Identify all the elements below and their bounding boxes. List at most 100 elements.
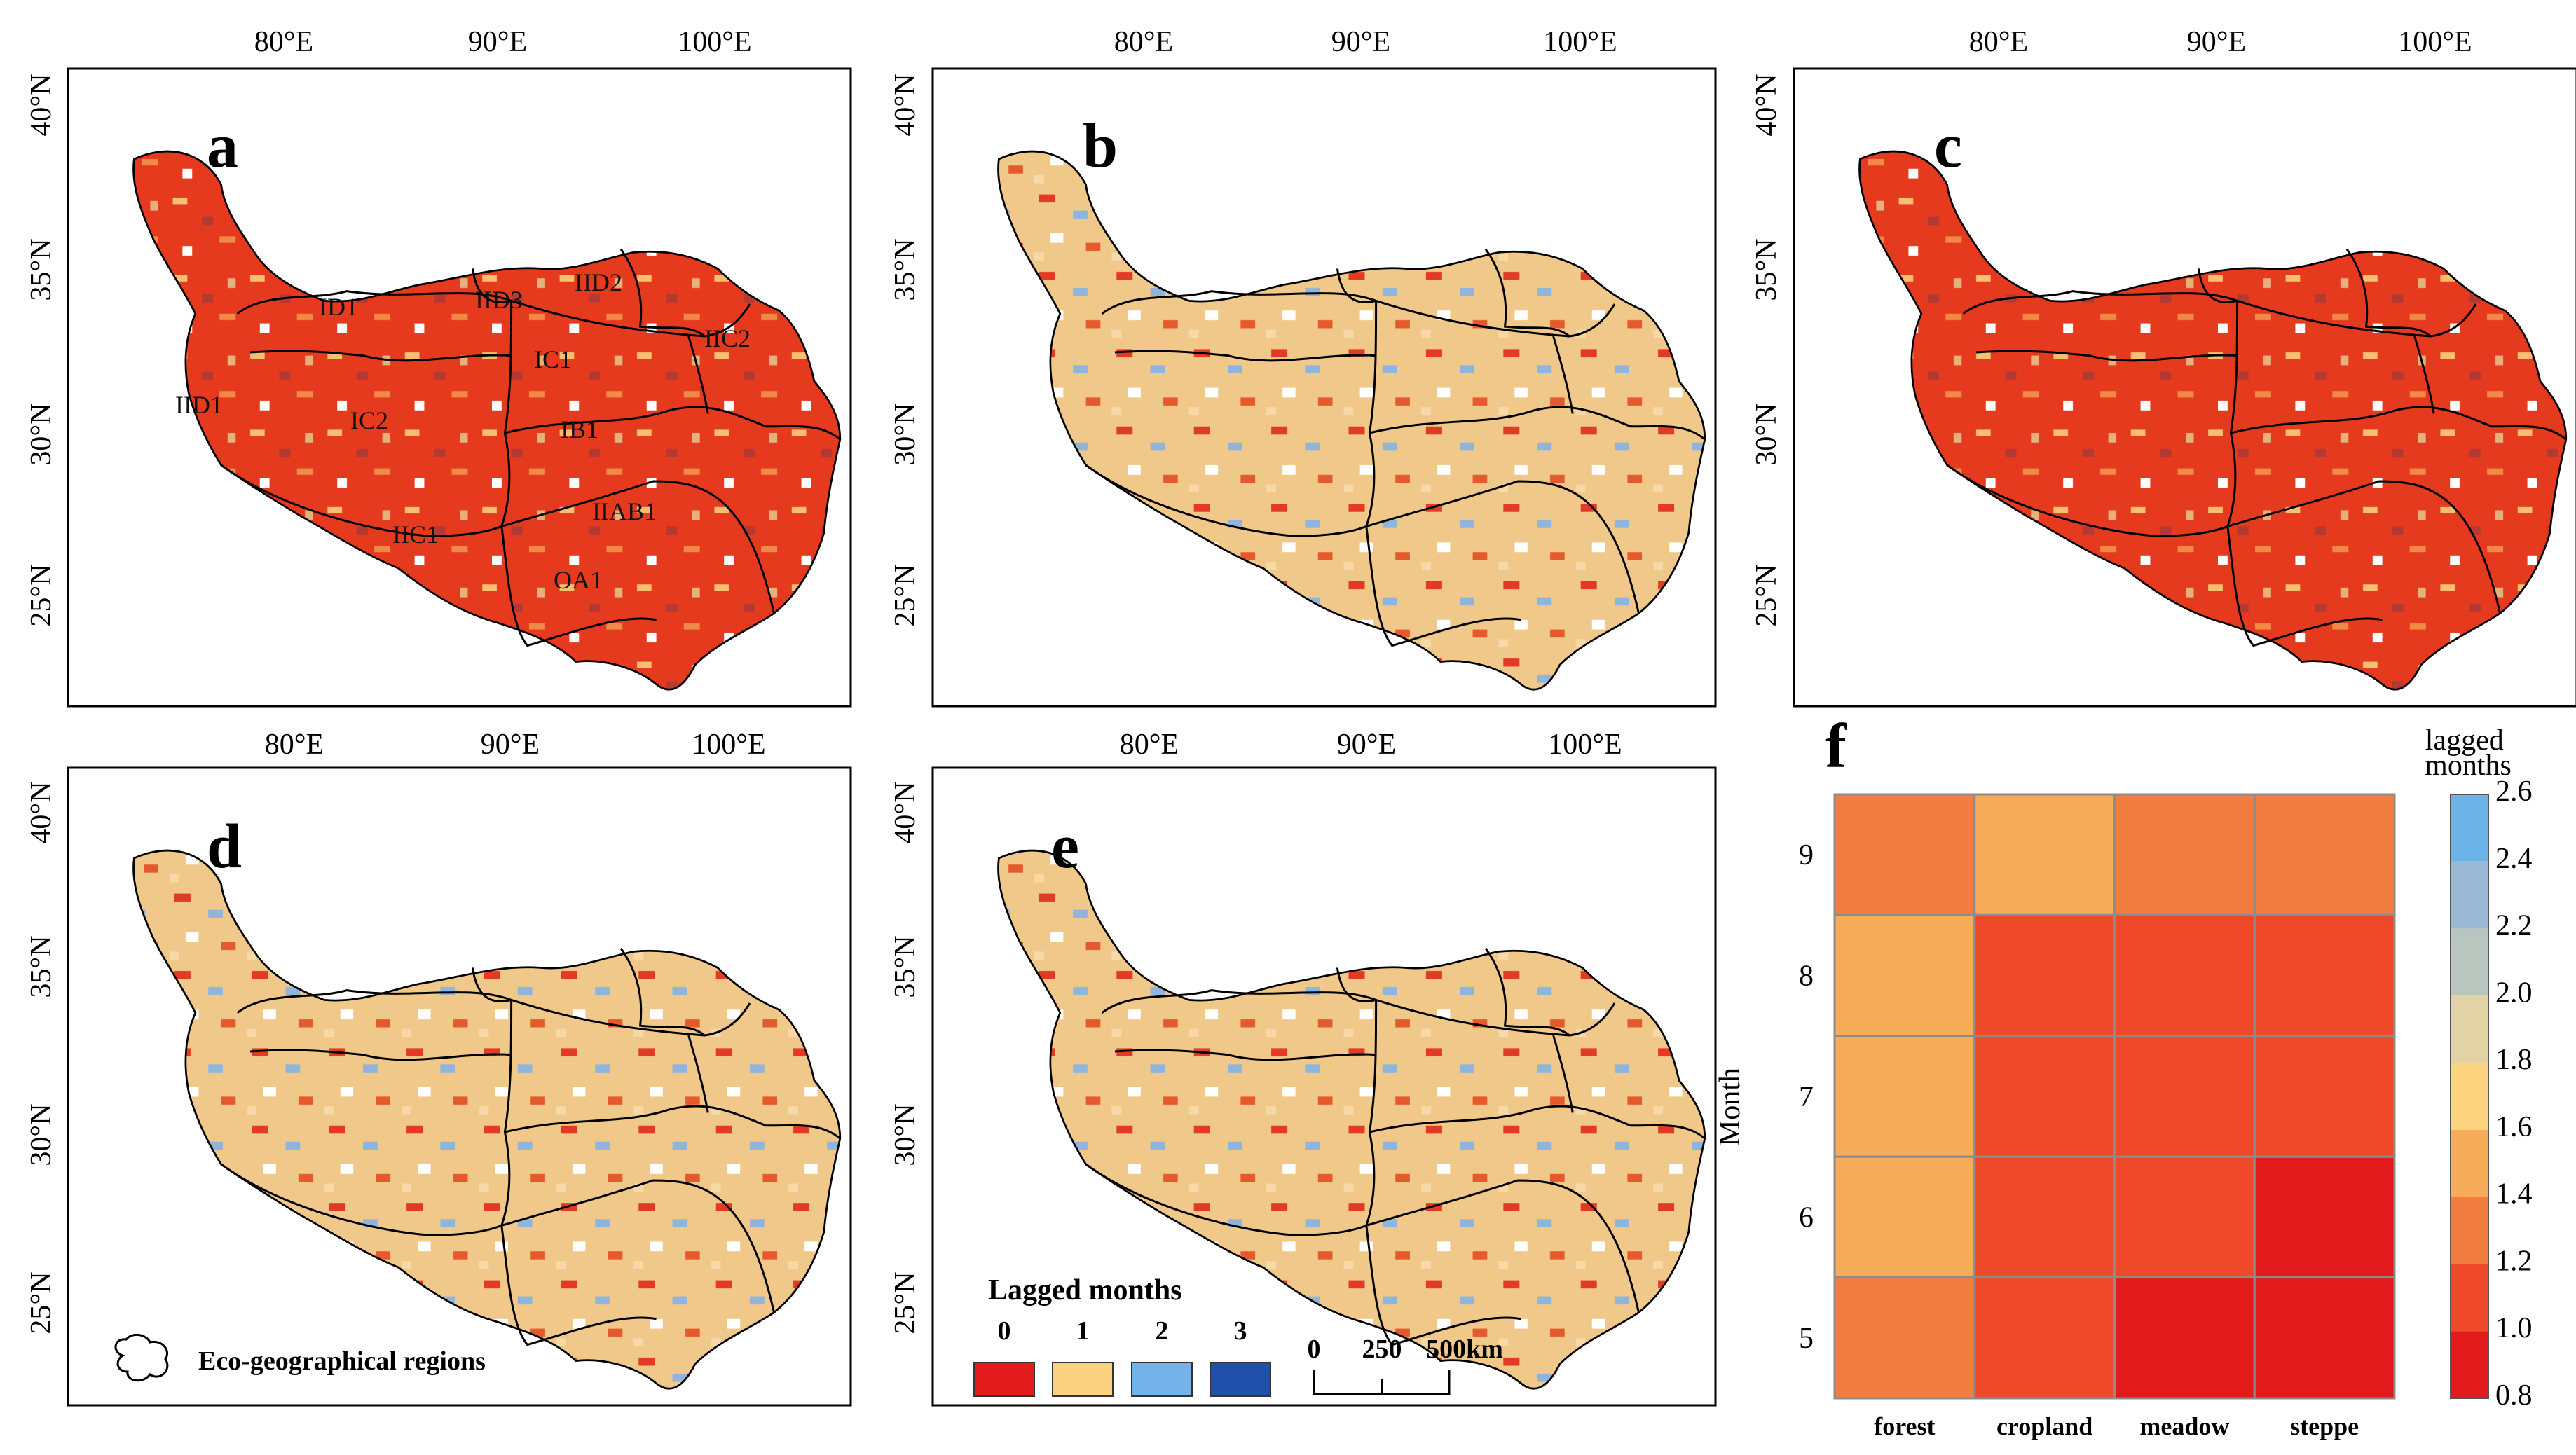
lat-tick: 25°N: [889, 1271, 922, 1334]
lag-swatch-0: [973, 1362, 1035, 1397]
lon-tick: 80°E: [265, 729, 324, 761]
lat-tick: 40°N: [1751, 74, 1783, 136]
region-label: OA1: [554, 566, 603, 594]
colorbar-tick: 1.0: [2495, 1312, 2533, 1344]
regions-legend-label: Eco-geographical regions: [198, 1346, 486, 1376]
region-label: IID1: [175, 391, 223, 419]
lat-tick: 40°N: [889, 74, 922, 136]
heatmap-cell: [1833, 793, 1976, 916]
heatmap-cell: [1973, 1155, 2116, 1279]
colorbar-tick: 1.2: [2495, 1245, 2533, 1277]
colorbar-tick: 2.4: [2495, 843, 2533, 875]
colorbar-bin: [2451, 1197, 2488, 1264]
lag-legend-title: Lagged months: [988, 1274, 1182, 1306]
region-label: IB1: [561, 415, 598, 443]
lat-tick: 30°N: [25, 1103, 57, 1166]
lon-tick: 100°E: [678, 26, 751, 58]
colorbar-tick: 2.0: [2495, 977, 2533, 1009]
heatmap-cell: [2113, 1276, 2256, 1400]
panel-letter-d: d: [207, 812, 242, 881]
heatmap-y-tick: 9: [1799, 839, 1814, 871]
colorbar-tick: 0.8: [2495, 1379, 2533, 1412]
lon-ticks-e: 80°E 90°E 100°E: [1120, 729, 1622, 761]
region-label: ID1: [319, 293, 358, 321]
panel-d: [67, 766, 852, 1407]
panel-e: [931, 766, 1717, 1407]
region-label: IC2: [350, 406, 388, 434]
lat-ticks-e: 40°N 35°N 30°N 25°N: [889, 781, 922, 1334]
lag-legend-label: 2: [1156, 1316, 1169, 1346]
heatmap-cell: [1973, 1276, 2116, 1400]
scale-label: 500km: [1426, 1335, 1503, 1364]
heatmap-y-tick: 6: [1799, 1201, 1814, 1234]
lat-ticks-a: 40°N 35°N 30°N 25°N: [25, 74, 57, 626]
lag-legend: Lagged months 0 1 2 3: [973, 1274, 1271, 1397]
region-labels: ID1 IID3 IID2 IIC2 IC1 IID1 IC2 IB1 IIC1…: [175, 268, 751, 594]
lon-tick: 80°E: [1969, 26, 2028, 58]
lag-legend-label: 0: [998, 1316, 1011, 1346]
colorbar-tick: 1.8: [2495, 1044, 2533, 1076]
heatmap-cell: [1973, 793, 2116, 916]
heatmap-y-axis-label: Month: [1714, 1068, 1746, 1146]
heatmap-cell: [1833, 1035, 1976, 1158]
lon-tick: 100°E: [692, 729, 765, 761]
region-outline-icon: [114, 1333, 169, 1382]
colorbar-tick: 1.4: [2495, 1178, 2533, 1211]
heatmap-cell: [2113, 913, 2256, 1037]
heatmap-cell: [2253, 1155, 2396, 1279]
regions-legend: Eco-geographical regions: [114, 1333, 486, 1382]
lon-tick: 100°E: [1543, 26, 1617, 58]
lon-tick: 90°E: [2187, 26, 2246, 58]
lon-ticks-b: 80°E 90°E 100°E: [1114, 26, 1617, 58]
colorbar-bin: [2451, 861, 2488, 929]
heatmap-panel-f: 9 8 7 6 5 forest cropland meadow steppe Month: [1714, 793, 2396, 1440]
lag-swatch-1: [1052, 1362, 1114, 1397]
heatmap-cell: [2253, 793, 2396, 916]
panel-a: [67, 67, 852, 708]
heatmap-cell: [2253, 1035, 2396, 1158]
colorbar-bin: [2451, 1129, 2488, 1197]
lon-ticks-d: 80°E 90°E 100°E: [265, 729, 766, 761]
panel-letter-a: a: [207, 111, 238, 181]
colorbar: lagged months 2.6 2.4 2.2 2.0 1.8 1.6 1.4 1.2 1.…: [2425, 724, 2532, 1412]
scale-label: 250: [1362, 1335, 1402, 1364]
lon-ticks-a: 80°E 90°E 100°E: [254, 26, 752, 58]
lon-tick: 100°E: [1548, 729, 1622, 761]
lag-legend-label: 3: [1234, 1316, 1247, 1346]
lon-ticks-c: 80°E 90°E 100°E: [1969, 26, 2472, 58]
lon-tick: 90°E: [1337, 729, 1396, 761]
lon-tick: 100°E: [2398, 26, 2472, 58]
panel-b: [931, 67, 1717, 708]
lat-tick: 40°N: [25, 74, 57, 136]
lat-tick: 30°N: [25, 403, 57, 465]
lon-tick: 80°E: [1114, 26, 1173, 58]
lat-ticks-b: 40°N 35°N 30°N 25°N: [889, 74, 922, 626]
heatmap-x-tick: cropland: [1996, 1412, 2092, 1440]
heatmap-cell: [1833, 1155, 1976, 1279]
lat-tick: 40°N: [889, 781, 922, 843]
colorbar-frame: [2450, 794, 2489, 1399]
heatmap-y-tick: 7: [1799, 1081, 1814, 1113]
heatmap-x-tick: meadow: [2139, 1412, 2229, 1440]
heatmap-cell: [2113, 793, 2256, 916]
region-label: IID3: [475, 286, 523, 314]
lag-swatch-2: [1131, 1362, 1193, 1397]
heatmap-cell: [2253, 1276, 2396, 1400]
colorbar-bin: [2451, 995, 2488, 1063]
region-label: IC1: [534, 345, 572, 373]
heatmap-cell: [1833, 1276, 1976, 1400]
colorbar-tick: 1.6: [2495, 1111, 2533, 1143]
heatmap-x-tick: steppe: [2290, 1412, 2359, 1440]
lat-tick: 30°N: [889, 403, 922, 465]
heatmap-cell: [2113, 1035, 2256, 1158]
lat-tick: 25°N: [25, 1271, 57, 1334]
colorbar-bin: [2451, 794, 2488, 862]
scale-bar: 0 250 500km: [1308, 1335, 1503, 1395]
lat-tick: 35°N: [1751, 238, 1783, 301]
heatmap-cell: [2113, 1155, 2256, 1279]
lon-tick: 90°E: [481, 729, 540, 761]
panel-letter-f: f: [1825, 712, 1847, 781]
lat-tick: 30°N: [1751, 403, 1783, 465]
colorbar-bin: [2451, 1063, 2488, 1130]
